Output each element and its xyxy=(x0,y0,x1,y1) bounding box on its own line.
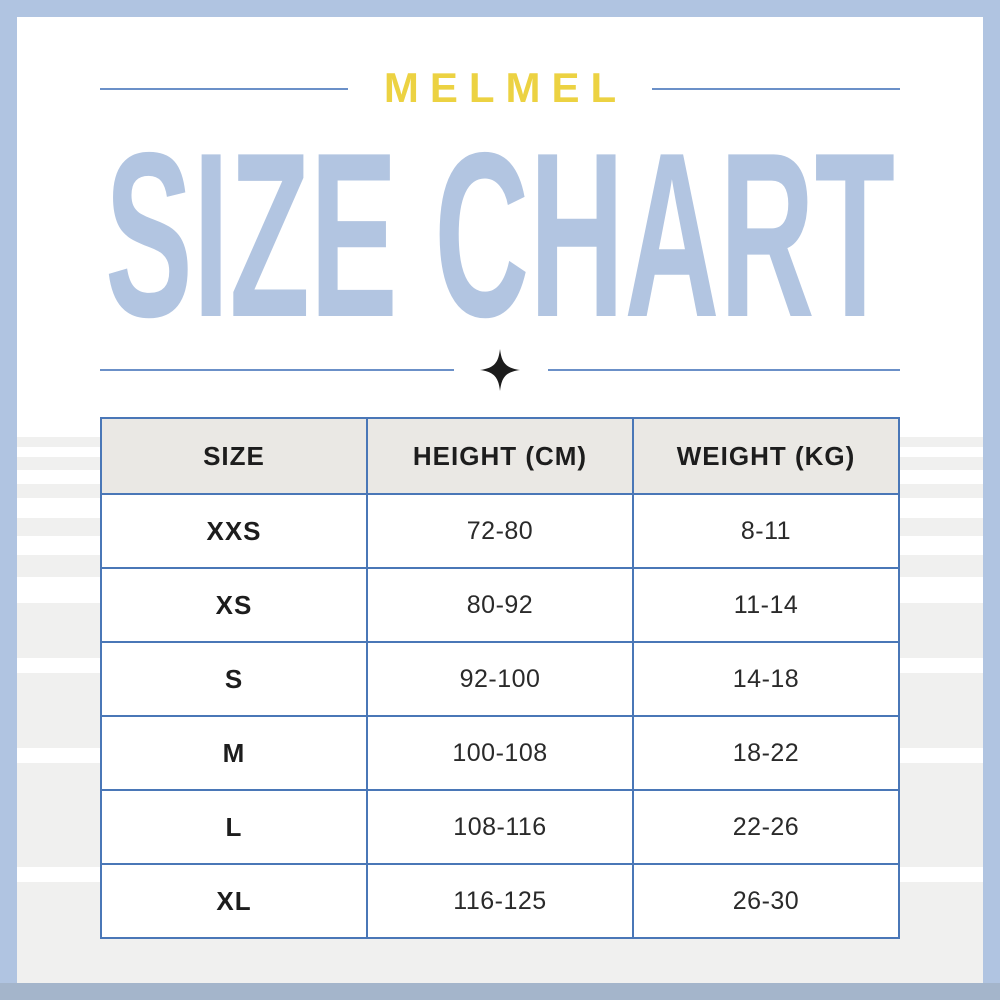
table-row: XS 80-92 11-14 xyxy=(100,567,900,643)
cell-size: XL xyxy=(100,863,368,939)
brand-name: MELMEL xyxy=(383,64,628,111)
cell-weight: 11-14 xyxy=(632,567,900,643)
cell-weight: 8-11 xyxy=(632,493,900,569)
cell-weight: 18-22 xyxy=(632,715,900,791)
table-header-row: SIZE HEIGHT (CM) WEIGHT (KG) xyxy=(100,417,900,495)
cell-height: 80-92 xyxy=(366,567,634,643)
section-divider-line-left xyxy=(100,369,454,371)
sparkle-icon xyxy=(480,349,520,391)
cell-size: L xyxy=(100,789,368,865)
cell-height: 116-125 xyxy=(366,863,634,939)
cell-weight: 22-26 xyxy=(632,789,900,865)
col-header-size: SIZE xyxy=(100,417,368,495)
cell-height: 108-116 xyxy=(366,789,634,865)
table-row: XXS 72-80 8-11 xyxy=(100,493,900,569)
page-title-text: SIZE CHART xyxy=(105,132,895,352)
brand-divider-line-right xyxy=(652,88,900,90)
cell-height: 72-80 xyxy=(366,493,634,569)
col-header-weight: WEIGHT (KG) xyxy=(632,417,900,495)
cell-height: 100-108 xyxy=(366,715,634,791)
col-header-height: HEIGHT (CM) xyxy=(366,417,634,495)
size-table: SIZE HEIGHT (CM) WEIGHT (KG) XXS 72-80 8… xyxy=(100,417,900,939)
table-row: S 92-100 14-18 xyxy=(100,641,900,717)
brand-divider-line-left xyxy=(100,88,348,90)
cell-weight: 26-30 xyxy=(632,863,900,939)
cell-weight: 14-18 xyxy=(632,641,900,717)
cell-size: M xyxy=(100,715,368,791)
cell-size: XXS xyxy=(100,493,368,569)
card: MELMEL SIZE CHART SIZE HEIGHT (CM) WEIGH… xyxy=(17,17,983,983)
cell-size: S xyxy=(100,641,368,717)
table-row: L 108-116 22-26 xyxy=(100,789,900,865)
cell-size: XS xyxy=(100,567,368,643)
table-row: M 100-108 18-22 xyxy=(100,715,900,791)
section-divider-line-right xyxy=(548,369,900,371)
cell-height: 92-100 xyxy=(366,641,634,717)
table-row: XL 116-125 26-30 xyxy=(100,863,900,939)
frame-bottom-edge xyxy=(0,983,1000,1000)
page-title: SIZE CHART xyxy=(105,132,895,352)
